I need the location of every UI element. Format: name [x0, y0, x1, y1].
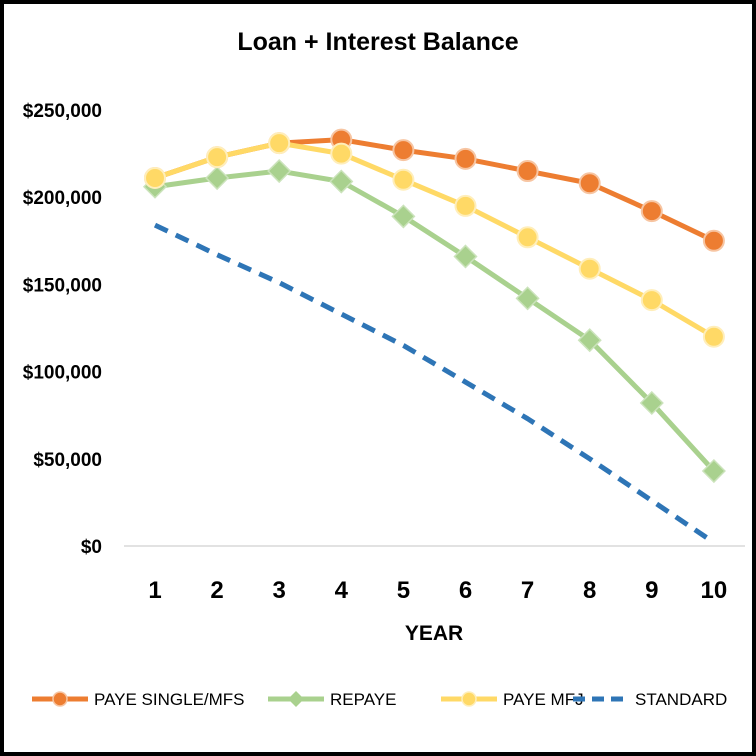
series-group — [142, 128, 726, 545]
data-point — [516, 160, 539, 183]
data-point — [640, 200, 663, 223]
legend-item: STANDARD — [573, 690, 727, 709]
y-axis-ticks: $0 $50,000 $100,000 $150,000 $200,000 $250,00… — [23, 101, 102, 558]
y-tick-label: $50,000 — [33, 450, 102, 471]
data-point — [392, 139, 415, 162]
series-line — [154, 140, 716, 339]
x-axis-label: YEAR — [405, 622, 463, 645]
series-line — [153, 222, 716, 545]
x-tick-label: 8 — [583, 577, 596, 604]
legend-label: STANDARD — [635, 690, 727, 709]
x-tick-label: 2 — [210, 577, 223, 604]
series-line — [154, 168, 716, 473]
y-tick-label: $100,000 — [23, 363, 102, 384]
data-point — [330, 142, 353, 165]
data-point — [268, 132, 291, 155]
legend: PAYE SINGLE/MFS REPAYE PAYE MFJ STANDARD — [32, 690, 727, 709]
data-point — [454, 194, 477, 217]
y-tick-label: $200,000 — [23, 188, 102, 209]
data-point — [701, 458, 726, 484]
x-tick-label: 9 — [645, 577, 658, 604]
data-point — [453, 244, 478, 269]
legend-marker — [461, 691, 477, 707]
legend-label: PAYE MFJ — [503, 690, 584, 709]
legend-marker — [288, 691, 304, 707]
series-repaye — [142, 158, 726, 484]
x-tick-label: 6 — [459, 577, 472, 604]
data-point — [515, 286, 540, 311]
legend-item: PAYE MFJ — [441, 690, 584, 709]
x-tick-label: 5 — [397, 577, 410, 604]
series-paye-mfj — [144, 132, 725, 348]
x-tick-label: 10 — [701, 577, 728, 604]
x-tick-label: 7 — [521, 577, 534, 604]
legend-label: REPAYE — [330, 690, 396, 709]
data-point — [578, 172, 601, 195]
data-point — [577, 328, 602, 353]
data-point — [206, 146, 229, 169]
data-point — [144, 167, 166, 190]
x-tick-label: 1 — [148, 577, 161, 604]
data-point — [454, 147, 477, 170]
x-tick-label: 3 — [273, 577, 286, 604]
data-point — [702, 229, 725, 252]
data-point — [578, 257, 601, 280]
y-tick-label: $0 — [81, 537, 102, 558]
data-point — [267, 158, 292, 184]
data-point — [391, 204, 416, 229]
chart-title: Loan + Interest Balance — [237, 28, 518, 56]
y-tick-label: $150,000 — [23, 275, 102, 296]
data-point — [702, 325, 725, 348]
legend-marker — [52, 691, 68, 707]
x-tick-label: 4 — [335, 577, 349, 604]
x-axis-ticks: 1 2 3 4 5 6 7 8 9 10 — [148, 577, 727, 604]
data-point — [329, 169, 354, 194]
data-point — [205, 165, 230, 191]
y-tick-label: $250,000 — [23, 101, 102, 122]
data-point — [640, 289, 663, 312]
legend-item: PAYE SINGLE/MFS — [32, 690, 245, 709]
data-point — [516, 226, 539, 249]
legend-item: REPAYE — [268, 690, 396, 709]
data-point — [639, 390, 664, 416]
series-standard — [153, 222, 716, 545]
legend-label: PAYE SINGLE/MFS — [94, 690, 245, 709]
data-point — [392, 168, 415, 191]
